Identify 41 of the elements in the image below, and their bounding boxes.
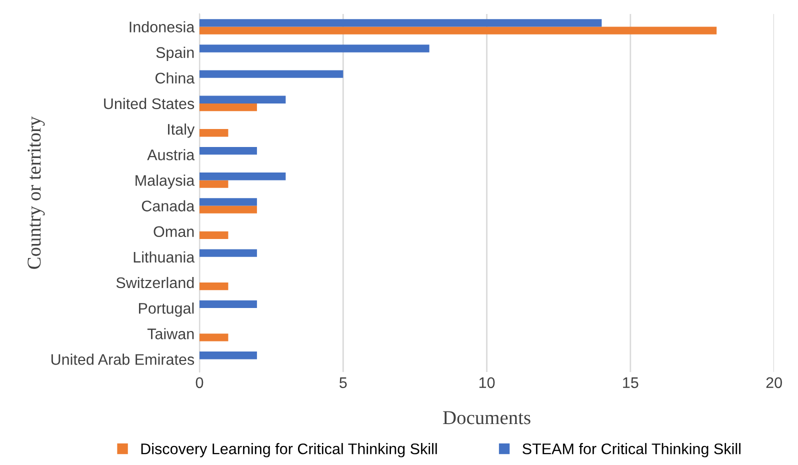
- bar: [200, 352, 257, 360]
- x-tick-label: 10: [479, 377, 495, 388]
- y-tick-label: Austria: [147, 149, 195, 160]
- x-tick-label: 0: [196, 377, 204, 388]
- y-tick-label: United Arab Emirates: [51, 354, 194, 365]
- y-tick-label: Canada: [142, 200, 195, 212]
- x-tick-label: 5: [340, 377, 347, 388]
- legend-label: STEAM for Critical Thinking Skill: [522, 443, 740, 458]
- y-tick-label: Portugal: [138, 302, 194, 317]
- y-tick-label: Switzerland: [116, 276, 194, 288]
- x-tick-label: 15: [623, 377, 638, 388]
- bar: [200, 206, 257, 214]
- y-tick-label: Lithuania: [134, 251, 195, 263]
- x-tick-label: 20: [766, 377, 782, 388]
- y-tick-label: Italy: [168, 124, 195, 138]
- y-tick-label: Oman: [154, 226, 194, 238]
- bar: [200, 19, 602, 27]
- y-tick-label: United States: [104, 98, 194, 110]
- bar: [200, 180, 228, 188]
- bar: [200, 172, 286, 180]
- bar: [200, 334, 228, 342]
- bar: [200, 249, 257, 257]
- y-tick-label: Indonesia: [130, 21, 195, 32]
- y-axis-title: Country or territory: [28, 116, 45, 269]
- bar: [200, 146, 257, 155]
- y-tick-label: Malaysia: [136, 174, 195, 189]
- bar: [200, 282, 228, 290]
- bar: [200, 26, 717, 34]
- legend-label: Discovery Learning for Critical Thinking Skill: [141, 443, 437, 458]
- bar: [200, 198, 257, 206]
- bar: [200, 96, 286, 104]
- x-axis-title: Documents: [443, 411, 530, 424]
- y-tick-label: Taiwan: [147, 328, 194, 340]
- bar: [200, 103, 257, 112]
- bar: [200, 300, 257, 308]
- bar: [200, 44, 430, 52]
- bar: [200, 129, 228, 137]
- y-tick-label: Spain: [156, 46, 194, 62]
- bar: [200, 231, 228, 240]
- y-tick-label: China: [156, 72, 195, 84]
- bar: [200, 70, 344, 78]
